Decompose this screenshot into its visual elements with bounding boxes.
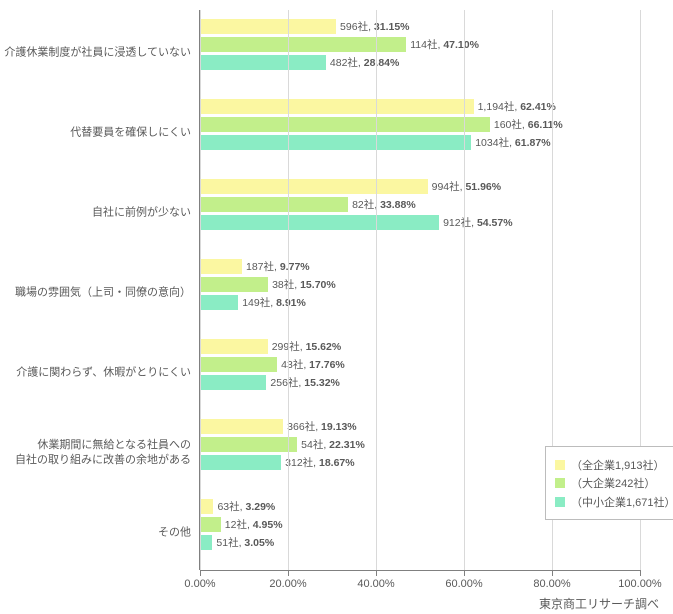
x-axis-line xyxy=(200,570,640,571)
bar-value-label: 1,194社, 62.41% xyxy=(474,99,556,116)
x-tick-label: 100.00% xyxy=(618,578,661,590)
legend-item: （中小企業1,671社） xyxy=(555,494,673,510)
bar-row: 160社, 66.11% xyxy=(200,116,640,134)
legend-label: （大企業242社） xyxy=(571,475,655,491)
bar-row: 82社, 33.88% xyxy=(200,196,640,214)
bar: 366社, 19.13% xyxy=(200,418,284,435)
bar-value-label: 187社, 9.77% xyxy=(242,259,310,276)
x-tick-label: 0.00% xyxy=(184,578,215,590)
bar-row: 1,194社, 62.41% xyxy=(200,98,640,116)
gridline xyxy=(288,10,289,570)
category-label: 代替要員を確保しにくい xyxy=(1,126,191,141)
legend-item: （全企業1,913社） xyxy=(555,457,673,473)
bar-row: 299社, 15.62% xyxy=(200,338,640,356)
bar-row: 912社, 54.57% xyxy=(200,214,640,232)
bar-group: 994社, 51.96%82社, 33.88%912社, 54.57% xyxy=(200,178,640,232)
bar: 63社, 3.29% xyxy=(200,498,214,515)
gridline xyxy=(376,10,377,570)
bar: 482社, 28.84% xyxy=(200,54,327,71)
bar-value-label: 38社, 15.70% xyxy=(268,277,336,294)
bar-value-label: 299社, 15.62% xyxy=(268,339,341,356)
bar-value-label: 12社, 4.95% xyxy=(221,517,283,534)
bar: 596社, 31.15% xyxy=(200,18,337,35)
legend-swatch xyxy=(555,478,565,488)
legend-label: （中小企業1,671社） xyxy=(571,494,673,510)
x-tick-label: 80.00% xyxy=(533,578,570,590)
bar-value-label: 54社, 22.31% xyxy=(297,437,365,454)
bar-group: 187社, 9.77%38社, 15.70%149社, 8.91% xyxy=(200,258,640,312)
bar: 160社, 66.11% xyxy=(200,116,491,133)
bar-row: 482社, 28.84% xyxy=(200,54,640,72)
bar-row: 38社, 15.70% xyxy=(200,276,640,294)
bar: 299社, 15.62% xyxy=(200,338,269,355)
source-credit: 東京商工リサーチ調べ xyxy=(539,595,659,612)
category-label: 介護休業制度が社員に浸透していない xyxy=(1,46,191,61)
bar: 38社, 15.70% xyxy=(200,276,269,293)
bar-row: 994社, 51.96% xyxy=(200,178,640,196)
x-tick-label: 60.00% xyxy=(445,578,482,590)
tick-mark xyxy=(640,570,641,576)
x-tick-label: 40.00% xyxy=(357,578,394,590)
category-label: 職場の雰囲気（上司・同僚の意向） xyxy=(1,286,191,301)
bar: 12社, 4.95% xyxy=(200,516,222,533)
bar: 1,194社, 62.41% xyxy=(200,98,475,115)
x-tick-label: 20.00% xyxy=(269,578,306,590)
bar: 43社, 17.76% xyxy=(200,356,278,373)
tick-mark xyxy=(464,570,465,576)
bar-group: 596社, 31.15%114社, 47.10%482社, 28.84% xyxy=(200,18,640,72)
bar-row: 187社, 9.77% xyxy=(200,258,640,276)
legend-item: （大企業242社） xyxy=(555,475,673,491)
bar-value-label: 63社, 3.29% xyxy=(213,499,275,516)
category-label: 介護に関わらず、休暇がとりにくい xyxy=(1,366,191,381)
bar: 149社, 8.91% xyxy=(200,294,239,311)
bar-value-label: 82社, 33.88% xyxy=(348,197,416,214)
bar-value-label: 51社, 3.05% xyxy=(212,535,274,552)
bar-row: 43社, 17.76% xyxy=(200,356,640,374)
tick-mark xyxy=(288,570,289,576)
category-label: 自社に前例が少ない xyxy=(1,206,191,221)
bar: 256社, 15.32% xyxy=(200,374,267,391)
bar-value-label: 1034社, 61.87% xyxy=(471,135,550,152)
bar-row: 114社, 47.10% xyxy=(200,36,640,54)
category-label: その他 xyxy=(1,526,191,541)
bar: 187社, 9.77% xyxy=(200,258,243,275)
bar-row: 149社, 8.91% xyxy=(200,294,640,312)
bar-value-label: 596社, 31.15% xyxy=(336,19,409,36)
bar-value-label: 366社, 19.13% xyxy=(283,419,356,436)
bar-value-label: 482社, 28.84% xyxy=(326,55,399,72)
bar: 312社, 18.67% xyxy=(200,454,282,471)
tick-mark xyxy=(376,570,377,576)
bar-value-label: 312社, 18.67% xyxy=(281,455,354,472)
gridline xyxy=(200,10,201,570)
bar-value-label: 114社, 47.10% xyxy=(406,37,479,54)
category-label: 休業期間に無給となる社員への自社の取り組みに改善の余地がある xyxy=(1,438,191,468)
bar: 51社, 3.05% xyxy=(200,534,213,551)
chart-container: 596社, 31.15%114社, 47.10%482社, 28.84%1,19… xyxy=(0,0,673,614)
bar-row: 596社, 31.15% xyxy=(200,18,640,36)
legend: （全企業1,913社） （大企業242社） （中小企業1,671社） xyxy=(545,446,673,520)
bar: 994社, 51.96% xyxy=(200,178,429,195)
tick-mark xyxy=(552,570,553,576)
bar-row: 51社, 3.05% xyxy=(200,534,640,552)
bar: 82社, 33.88% xyxy=(200,196,349,213)
bar-row: 256社, 15.32% xyxy=(200,374,640,392)
tick-mark xyxy=(200,570,201,576)
bar: 54社, 22.31% xyxy=(200,436,298,453)
gridline xyxy=(464,10,465,570)
bar-row: 366社, 19.13% xyxy=(200,418,640,436)
bar-value-label: 256社, 15.32% xyxy=(266,375,339,392)
bar-value-label: 912社, 54.57% xyxy=(439,215,512,232)
legend-swatch xyxy=(555,497,565,507)
legend-swatch xyxy=(555,460,565,470)
legend-label: （全企業1,913社） xyxy=(571,457,665,473)
bar: 912社, 54.57% xyxy=(200,214,440,231)
bar-value-label: 149社, 8.91% xyxy=(238,295,306,312)
bar: 1034社, 61.87% xyxy=(200,134,472,151)
bar-row: 1034社, 61.87% xyxy=(200,134,640,152)
bar-group: 1,194社, 62.41%160社, 66.11%1034社, 61.87% xyxy=(200,98,640,152)
bar-group: 299社, 15.62%43社, 17.76%256社, 15.32% xyxy=(200,338,640,392)
